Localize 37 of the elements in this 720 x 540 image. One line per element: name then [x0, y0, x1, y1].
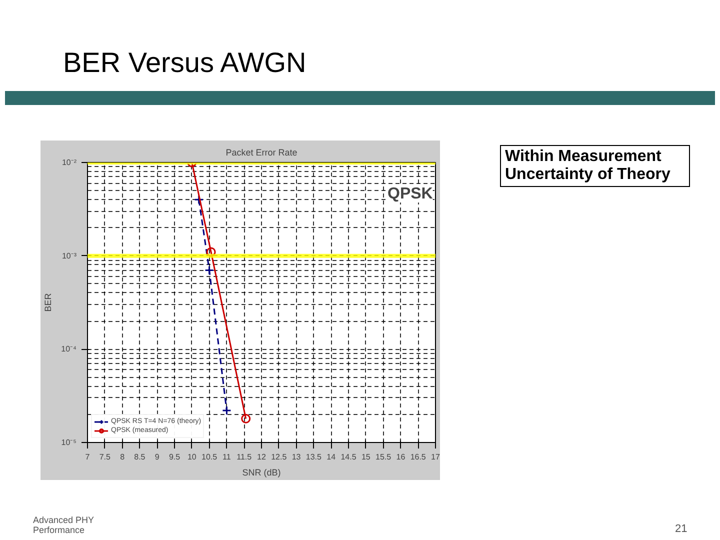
x-tick-label: 12	[257, 452, 266, 462]
x-tick-label: 9.5	[168, 452, 181, 462]
x-tick-label: 10	[187, 452, 197, 462]
x-tick-label: 15	[361, 452, 371, 462]
x-tick-label: 7.5	[99, 452, 112, 462]
text: Within Measurement Uncertainty of Theory	[500, 145, 690, 187]
x-tick-label: 9	[154, 452, 160, 462]
x-tick-label: 16.5	[410, 452, 426, 462]
point	[194, 194, 204, 204]
x-tick-label: 8.5	[134, 452, 146, 462]
chart-subtitle: BER Versus AWGN	[63, 47, 306, 79]
x-tick-label: 11.5	[236, 452, 252, 462]
x-tick-label: 17	[431, 452, 440, 462]
x-tick-label: 10.5	[202, 452, 218, 462]
x-tick-label: 8	[120, 452, 126, 462]
x-tick-label: 12.5	[271, 452, 288, 462]
x-tick-label: 13.5	[306, 452, 322, 462]
point	[222, 406, 232, 416]
point	[204, 266, 214, 276]
x-axis-title: SNR (dB)	[242, 468, 281, 478]
x-tick-label: 11	[222, 452, 232, 462]
point	[241, 414, 251, 424]
x-tick-label: 13	[292, 452, 302, 462]
text: 21	[675, 523, 688, 535]
x-tick-label: 7	[85, 452, 90, 462]
x-tick-label: 14.5	[340, 452, 357, 462]
x-tick-label: 14	[326, 452, 336, 462]
y-tick-label: 10⁻²	[62, 158, 77, 167]
x-tick-label: 15.5	[376, 452, 392, 462]
y-tick-label: 10⁻⁵	[61, 438, 77, 447]
y-tick-label: 10⁻³	[62, 251, 77, 260]
text: Advanced PHY Performance	[33, 515, 95, 535]
annotation: QPSK	[388, 186, 434, 202]
x-tick-label: 16	[396, 452, 406, 462]
y-axis-title: BER	[43, 292, 54, 312]
chart-title: Packet Error Rate	[226, 148, 298, 158]
y-tick-label: 10⁻⁴	[61, 344, 78, 354]
